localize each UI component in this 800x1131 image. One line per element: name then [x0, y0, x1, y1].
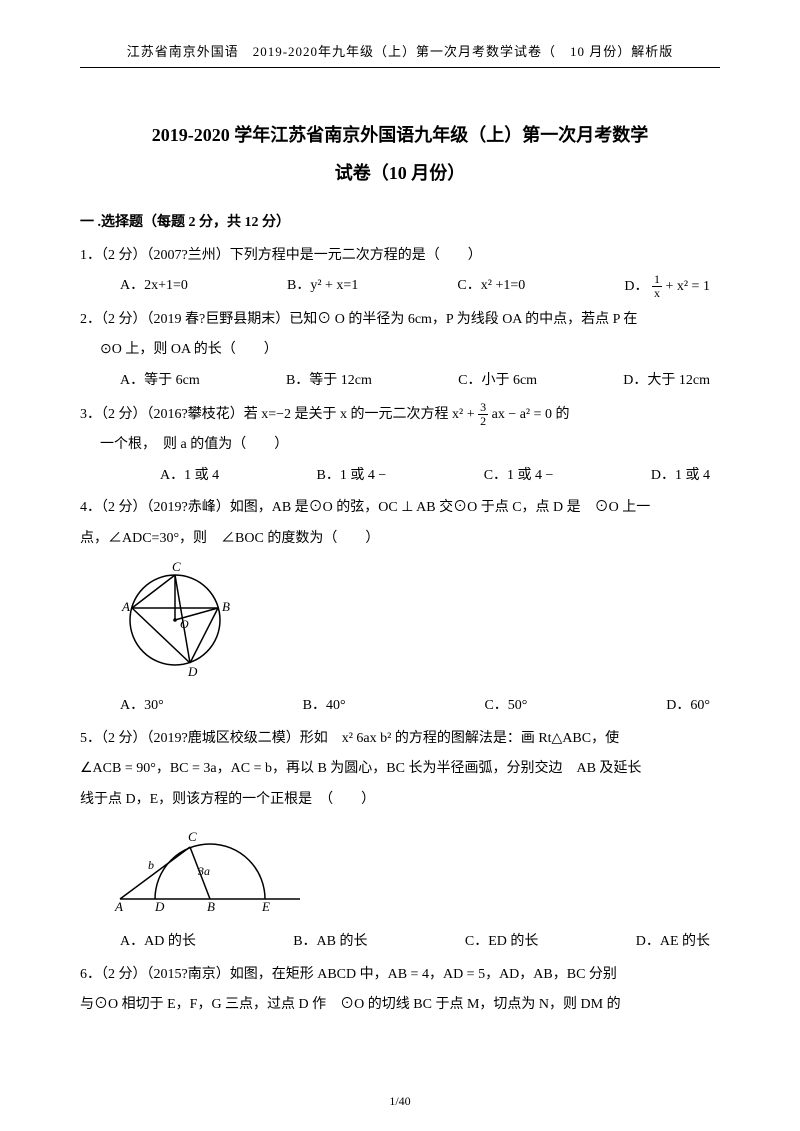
q4-opt-b: B．40° [303, 693, 346, 720]
q2-opt-b: B．等于 12cm [286, 368, 372, 395]
q3-l1-post: ax − a² = 0 的 [492, 406, 570, 421]
q5-opt-d: D．AE 的长 [636, 929, 710, 956]
q5-opt-b: B．AB 的长 [293, 929, 367, 956]
fig5-label-e: E [261, 899, 270, 914]
fig4-label-a: A [121, 599, 130, 614]
q1-d-post: + x² = 1 [665, 279, 710, 294]
q1-d-pre: D． [624, 279, 648, 294]
q2-line2: ⊙O 上，则 OA 的长（ ） [80, 337, 720, 364]
q1-d-frac: 1 x [652, 273, 662, 300]
q1-opt-d: D． 1 x + x² = 1 [624, 273, 710, 301]
q3-line2: 一个根， 则 a 的值为（ ） [80, 432, 720, 459]
q1-opt-a: A．2x+1=0 [120, 273, 188, 301]
q3-opt-c: C．1 或 4 − [484, 463, 554, 490]
q2-opt-a: A．等于 6cm [120, 368, 200, 395]
q5-opt-a: A．AD 的长 [120, 929, 196, 956]
q3-opt-b: B．1 或 4 − [317, 463, 387, 490]
q4-line1: 4．（2 分）（2019?赤峰）如图，AB 是⊙O 的弦，OC ⊥ AB 交⊙O… [80, 495, 720, 522]
page: 江苏省南京外国语 2019-2020年九年级（上）第一次月考数学试卷（ 10 月… [0, 0, 800, 1131]
q3-opt-a: A．1 或 4 [160, 463, 219, 490]
fig4-label-d: D [187, 664, 198, 678]
q4-opt-c: C．50° [484, 693, 527, 720]
q5-opt-c: C．ED 的长 [465, 929, 539, 956]
q4-figure: A B C D O [110, 558, 720, 689]
q6-line1: 6．（2 分）（2015?南京）如图，在矩形 ABCD 中，AB = 4，AD … [80, 962, 720, 989]
semicircle-diagram-icon: A D B E C b 3a [110, 819, 310, 914]
q1-opt-c: C．x² +1=0 [457, 273, 525, 301]
q1-stem: 1．（2 分）（2007?兰州）下列方程中是一元二次方程的是（ ） [80, 243, 720, 270]
q4-options: A．30° B．40° C．50° D．60° [80, 693, 720, 720]
q5-line3: 线于点 D，E，则该方程的一个正根是 （ ） [80, 787, 720, 814]
q4-line2: 点，∠ADC=30°，则 ∠BOC 的度数为（ ） [80, 526, 720, 553]
q2-opt-d: D．大于 12cm [623, 368, 710, 395]
section-mc-heading: 一 .选择题（每题 2 分，共 12 分） [80, 210, 720, 237]
q3-opt-d: D．1 或 4 [651, 463, 710, 490]
q1-d-frac-d: x [652, 287, 662, 300]
fig5-label-d: D [154, 899, 165, 914]
fig5-label-b: b [148, 858, 154, 872]
fig5-label-bpt: B [207, 899, 215, 914]
q2-options: A．等于 6cm B．等于 12cm C．小于 6cm D．大于 12cm [80, 368, 720, 395]
title-line-2: 试卷（10 月份） [80, 156, 720, 190]
q4-opt-a: A．30° [120, 693, 164, 720]
fig5-label-3a: 3a [197, 864, 210, 878]
q5-options: A．AD 的长 B．AB 的长 C．ED 的长 D．AE 的长 [80, 929, 720, 956]
fig4-label-b: B [222, 599, 230, 614]
q1-options: A．2x+1=0 B．y² + x=1 C．x² +1=0 D． 1 x + x… [80, 273, 720, 301]
q3-l1-pre: 3．（2 分）（2016?攀枝花）若 x=−2 是关于 x 的一元二次方程 x²… [80, 406, 478, 421]
q3-frac-d: 2 [478, 415, 488, 428]
running-header: 江苏省南京外国语 2019-2020年九年级（上）第一次月考数学试卷（ 10 月… [80, 40, 720, 68]
q3-frac-n: 3 [478, 401, 488, 415]
q5-line1: 5．（2 分）（2019?鹿城区校级二模）形如 x² 6ax b² 的方程的图解… [80, 726, 720, 753]
circle-diagram-icon: A B C D O [110, 558, 240, 678]
fig5-label-c: C [188, 829, 197, 844]
q5-line2: ∠ACB = 90°，BC = 3a，AC = b，再以 B 为圆心，BC 长为… [80, 756, 720, 783]
q1-opt-b: B．y² + x=1 [287, 273, 358, 301]
fig4-label-c: C [172, 559, 181, 574]
q3-line1: 3．（2 分）（2016?攀枝花）若 x=−2 是关于 x 的一元二次方程 x²… [80, 401, 720, 429]
q5-figure: A D B E C b 3a [110, 819, 720, 925]
q2-opt-c: C．小于 6cm [458, 368, 537, 395]
page-number: 1/40 [0, 1090, 800, 1113]
q1-d-frac-n: 1 [652, 273, 662, 287]
q3-options: A．1 或 4 B．1 或 4 − C．1 或 4 − D．1 或 4 [80, 463, 720, 490]
q2-line1: 2．（2 分）（2019 春?巨野县期末）已知⊙ O 的半径为 6cm，P 为线… [80, 307, 720, 334]
title-line-1: 2019-2020 学年江苏省南京外国语九年级（上）第一次月考数学 [80, 118, 720, 152]
q4-opt-d: D．60° [666, 693, 710, 720]
q6-line2: 与⊙O 相切于 E，F，G 三点，过点 D 作 ⊙O 的切线 BC 于点 M，切… [80, 992, 720, 1019]
fig4-label-o: O [180, 617, 189, 631]
q3-frac: 3 2 [478, 401, 488, 428]
fig5-label-a: A [114, 899, 123, 914]
